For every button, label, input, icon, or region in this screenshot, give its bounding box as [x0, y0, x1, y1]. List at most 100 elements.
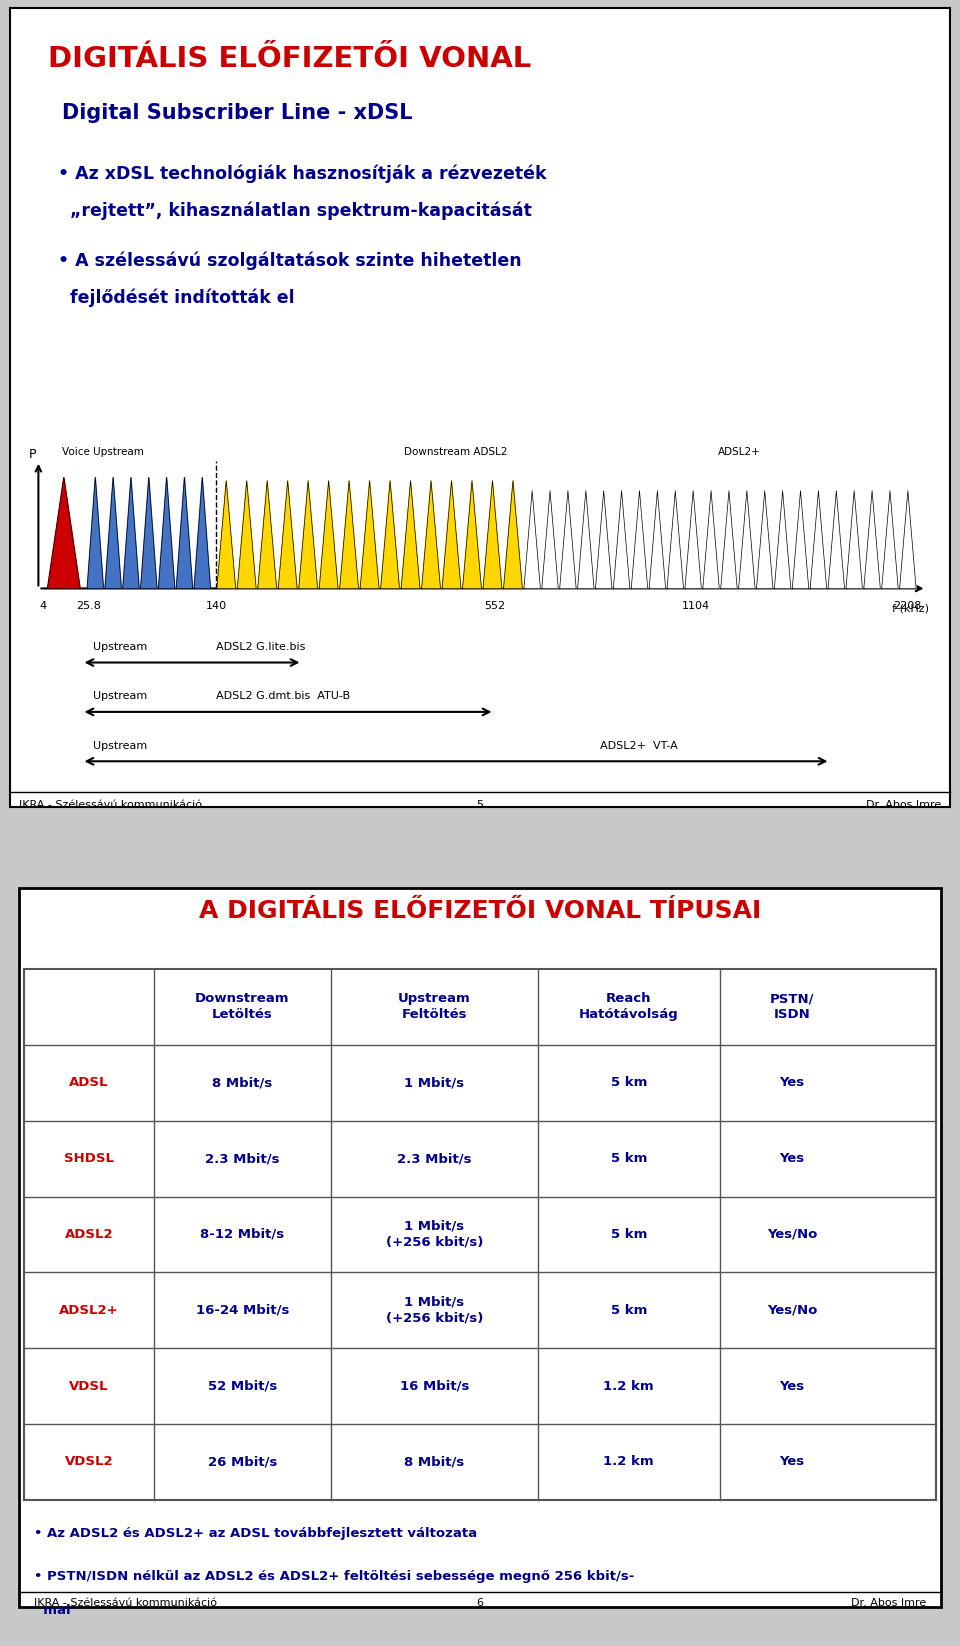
Text: 5 km: 5 km [611, 1228, 647, 1241]
Text: 1.2 km: 1.2 km [604, 1455, 654, 1468]
Text: IKRA - Szélessávú kommunikáció: IKRA - Szélessávú kommunikáció [34, 1598, 217, 1608]
Polygon shape [810, 491, 827, 589]
Text: fejlődését indították el: fejlődését indították el [58, 288, 294, 306]
Polygon shape [177, 477, 193, 589]
Polygon shape [703, 491, 719, 589]
Text: „rejtett”, kihasználatlan spektrum-kapacitását: „rejtett”, kihasználatlan spektrum-kapac… [58, 202, 532, 221]
Polygon shape [87, 477, 104, 589]
Text: Upstream: Upstream [93, 741, 147, 751]
Polygon shape [684, 491, 702, 589]
Text: ADSL2+: ADSL2+ [59, 1304, 119, 1317]
Polygon shape [194, 477, 210, 589]
Text: mal: mal [34, 1605, 70, 1618]
Text: 552: 552 [484, 601, 505, 611]
Text: 2.3 Mbit/s: 2.3 Mbit/s [397, 1152, 471, 1165]
Text: IKRA - Szélessávú kommunikáció: IKRA - Szélessávú kommunikáció [19, 800, 203, 810]
Text: 16 Mbit/s: 16 Mbit/s [399, 1379, 469, 1393]
Text: VDSL2: VDSL2 [64, 1455, 113, 1468]
Text: 16-24 Mbit/s: 16-24 Mbit/s [196, 1304, 289, 1317]
Polygon shape [881, 491, 899, 589]
Polygon shape [123, 477, 139, 589]
Polygon shape [105, 477, 121, 589]
Polygon shape [360, 481, 379, 589]
Polygon shape [775, 491, 791, 589]
Text: 1104: 1104 [682, 601, 710, 611]
Text: ADSL: ADSL [69, 1076, 108, 1090]
Text: A DIGITÁLIS ELŐFIZETŐI VONAL TÍPUSAI: A DIGITÁLIS ELŐFIZETŐI VONAL TÍPUSAI [199, 899, 761, 923]
Text: ADSL2+: ADSL2+ [718, 446, 760, 456]
Text: Yes: Yes [780, 1379, 804, 1393]
Text: Upstream
Feltöltés: Upstream Feltöltés [398, 993, 470, 1022]
Text: Digital Subscriber Line - xDSL: Digital Subscriber Line - xDSL [62, 104, 413, 123]
Polygon shape [595, 491, 612, 589]
Text: 5 km: 5 km [611, 1304, 647, 1317]
Polygon shape [613, 491, 630, 589]
Text: 140: 140 [205, 601, 227, 611]
Polygon shape [443, 481, 461, 589]
Polygon shape [828, 491, 845, 589]
Text: 8 Mbit/s: 8 Mbit/s [404, 1455, 465, 1468]
Text: Voice Upstream: Voice Upstream [62, 446, 144, 456]
Text: 1 Mbit/s
(+256 kbit/s): 1 Mbit/s (+256 kbit/s) [386, 1220, 483, 1249]
Text: 5: 5 [476, 800, 484, 810]
Text: 4: 4 [39, 601, 47, 611]
Polygon shape [864, 491, 880, 589]
Polygon shape [649, 491, 665, 589]
Text: ADSL2: ADSL2 [64, 1228, 113, 1241]
Text: ADSL2+  VT-A: ADSL2+ VT-A [600, 741, 678, 751]
Polygon shape [217, 481, 235, 589]
Polygon shape [421, 481, 441, 589]
Text: Yes: Yes [780, 1455, 804, 1468]
Polygon shape [504, 481, 522, 589]
Text: 6: 6 [476, 1598, 484, 1608]
Polygon shape [721, 491, 737, 589]
Text: 5 km: 5 km [611, 1076, 647, 1090]
Text: Dr. Abos Imre: Dr. Abos Imre [866, 800, 941, 810]
Bar [24, 969, 936, 1500]
Text: Yes/No: Yes/No [767, 1228, 817, 1241]
Polygon shape [299, 481, 318, 589]
Polygon shape [632, 491, 648, 589]
Polygon shape [258, 481, 276, 589]
Polygon shape [320, 481, 338, 589]
Polygon shape [237, 481, 256, 589]
Text: • Az xDSL technológiák hasznosítják a rézvezeték: • Az xDSL technológiák hasznosítják a ré… [58, 165, 546, 183]
Text: 8-12 Mbit/s: 8-12 Mbit/s [201, 1228, 284, 1241]
Polygon shape [278, 481, 297, 589]
Polygon shape [900, 491, 916, 589]
Polygon shape [541, 491, 559, 589]
Polygon shape [463, 481, 481, 589]
Text: Yes: Yes [780, 1152, 804, 1165]
Text: Dr. Abos Imre: Dr. Abos Imre [852, 1598, 926, 1608]
Polygon shape [340, 481, 358, 589]
Text: Upstream: Upstream [93, 642, 147, 652]
Text: f (kHz): f (kHz) [892, 604, 929, 614]
Text: PSTN/
ISDN: PSTN/ ISDN [770, 993, 814, 1022]
Polygon shape [483, 481, 502, 589]
Text: ADSL2 G.lite.bis: ADSL2 G.lite.bis [216, 642, 305, 652]
Text: Yes/No: Yes/No [767, 1304, 817, 1317]
Text: 26 Mbit/s: 26 Mbit/s [207, 1455, 277, 1468]
Text: Yes: Yes [780, 1076, 804, 1090]
Text: 25.8: 25.8 [76, 601, 101, 611]
Polygon shape [578, 491, 594, 589]
Text: 2208: 2208 [893, 601, 922, 611]
Polygon shape [667, 491, 684, 589]
Polygon shape [846, 491, 862, 589]
Text: DIGITÁLIS ELŐFIZETŐI VONAL: DIGITÁLIS ELŐFIZETŐI VONAL [48, 44, 531, 74]
Text: SHDSL: SHDSL [63, 1152, 114, 1165]
Text: • Az ADSL2 és ADSL2+ az ADSL továbbfejlesztett változata: • Az ADSL2 és ADSL2+ az ADSL továbbfejle… [34, 1527, 477, 1541]
Text: 2.3 Mbit/s: 2.3 Mbit/s [205, 1152, 279, 1165]
Text: Upstream: Upstream [93, 691, 147, 701]
Polygon shape [401, 481, 420, 589]
Text: ADSL2 G.dmt.bis  ATU-B: ADSL2 G.dmt.bis ATU-B [216, 691, 350, 701]
Text: • PSTN/ISDN nélkül az ADSL2 és ADSL2+ feltöltési sebessége megnő 256 kbit/s-: • PSTN/ISDN nélkül az ADSL2 és ADSL2+ fe… [34, 1569, 634, 1582]
Text: 5 km: 5 km [611, 1152, 647, 1165]
Polygon shape [140, 477, 157, 589]
Text: 1 Mbit/s: 1 Mbit/s [404, 1076, 465, 1090]
Text: Reach
Hatótávolság: Reach Hatótávolság [579, 993, 679, 1022]
Polygon shape [792, 491, 808, 589]
Polygon shape [381, 481, 399, 589]
Polygon shape [47, 477, 81, 589]
Text: • A szélessávú szolgáltatások szinte hihetetlen: • A szélessávú szolgáltatások szinte hih… [58, 250, 521, 270]
